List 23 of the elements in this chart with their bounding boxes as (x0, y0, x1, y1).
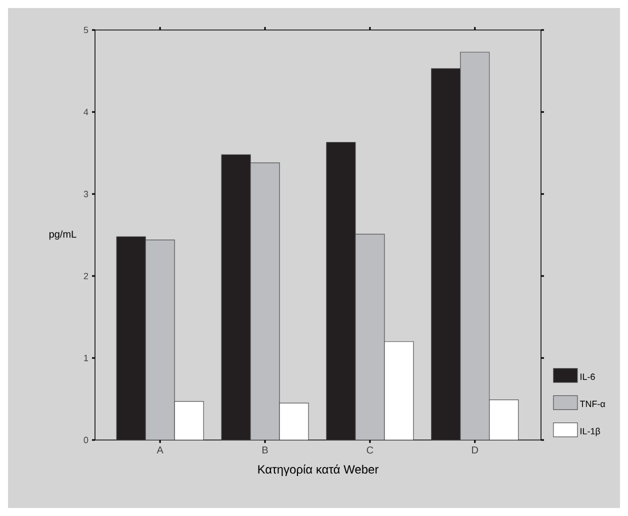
bar (326, 142, 356, 440)
legend-label: IL-6 (580, 374, 595, 380)
bar (250, 162, 280, 440)
y-tick-label: 2 (84, 272, 88, 280)
legend-label: TNF-α (580, 400, 606, 408)
bar (221, 154, 251, 440)
x-tick-label: B (262, 446, 268, 454)
x-axis-title: Κατηγορία κατά Weber (258, 464, 379, 476)
legend-label: IL-1β (580, 428, 600, 436)
x-tick-label: D (472, 446, 478, 454)
x-tick-label: A (156, 446, 164, 454)
y-tick-label: 4 (84, 108, 88, 116)
bar (460, 52, 490, 440)
bar (431, 68, 461, 440)
y-tick-label: 3 (84, 190, 88, 198)
y-tick-label: 5 (84, 26, 88, 34)
x-tick-label: C (366, 446, 374, 454)
y-axis-title: pg/mL (49, 230, 76, 240)
y-tick-label: 0 (84, 436, 88, 444)
bar (116, 236, 146, 440)
bar (145, 240, 175, 440)
y-tick-label: 1 (84, 354, 88, 362)
bar (355, 234, 385, 440)
